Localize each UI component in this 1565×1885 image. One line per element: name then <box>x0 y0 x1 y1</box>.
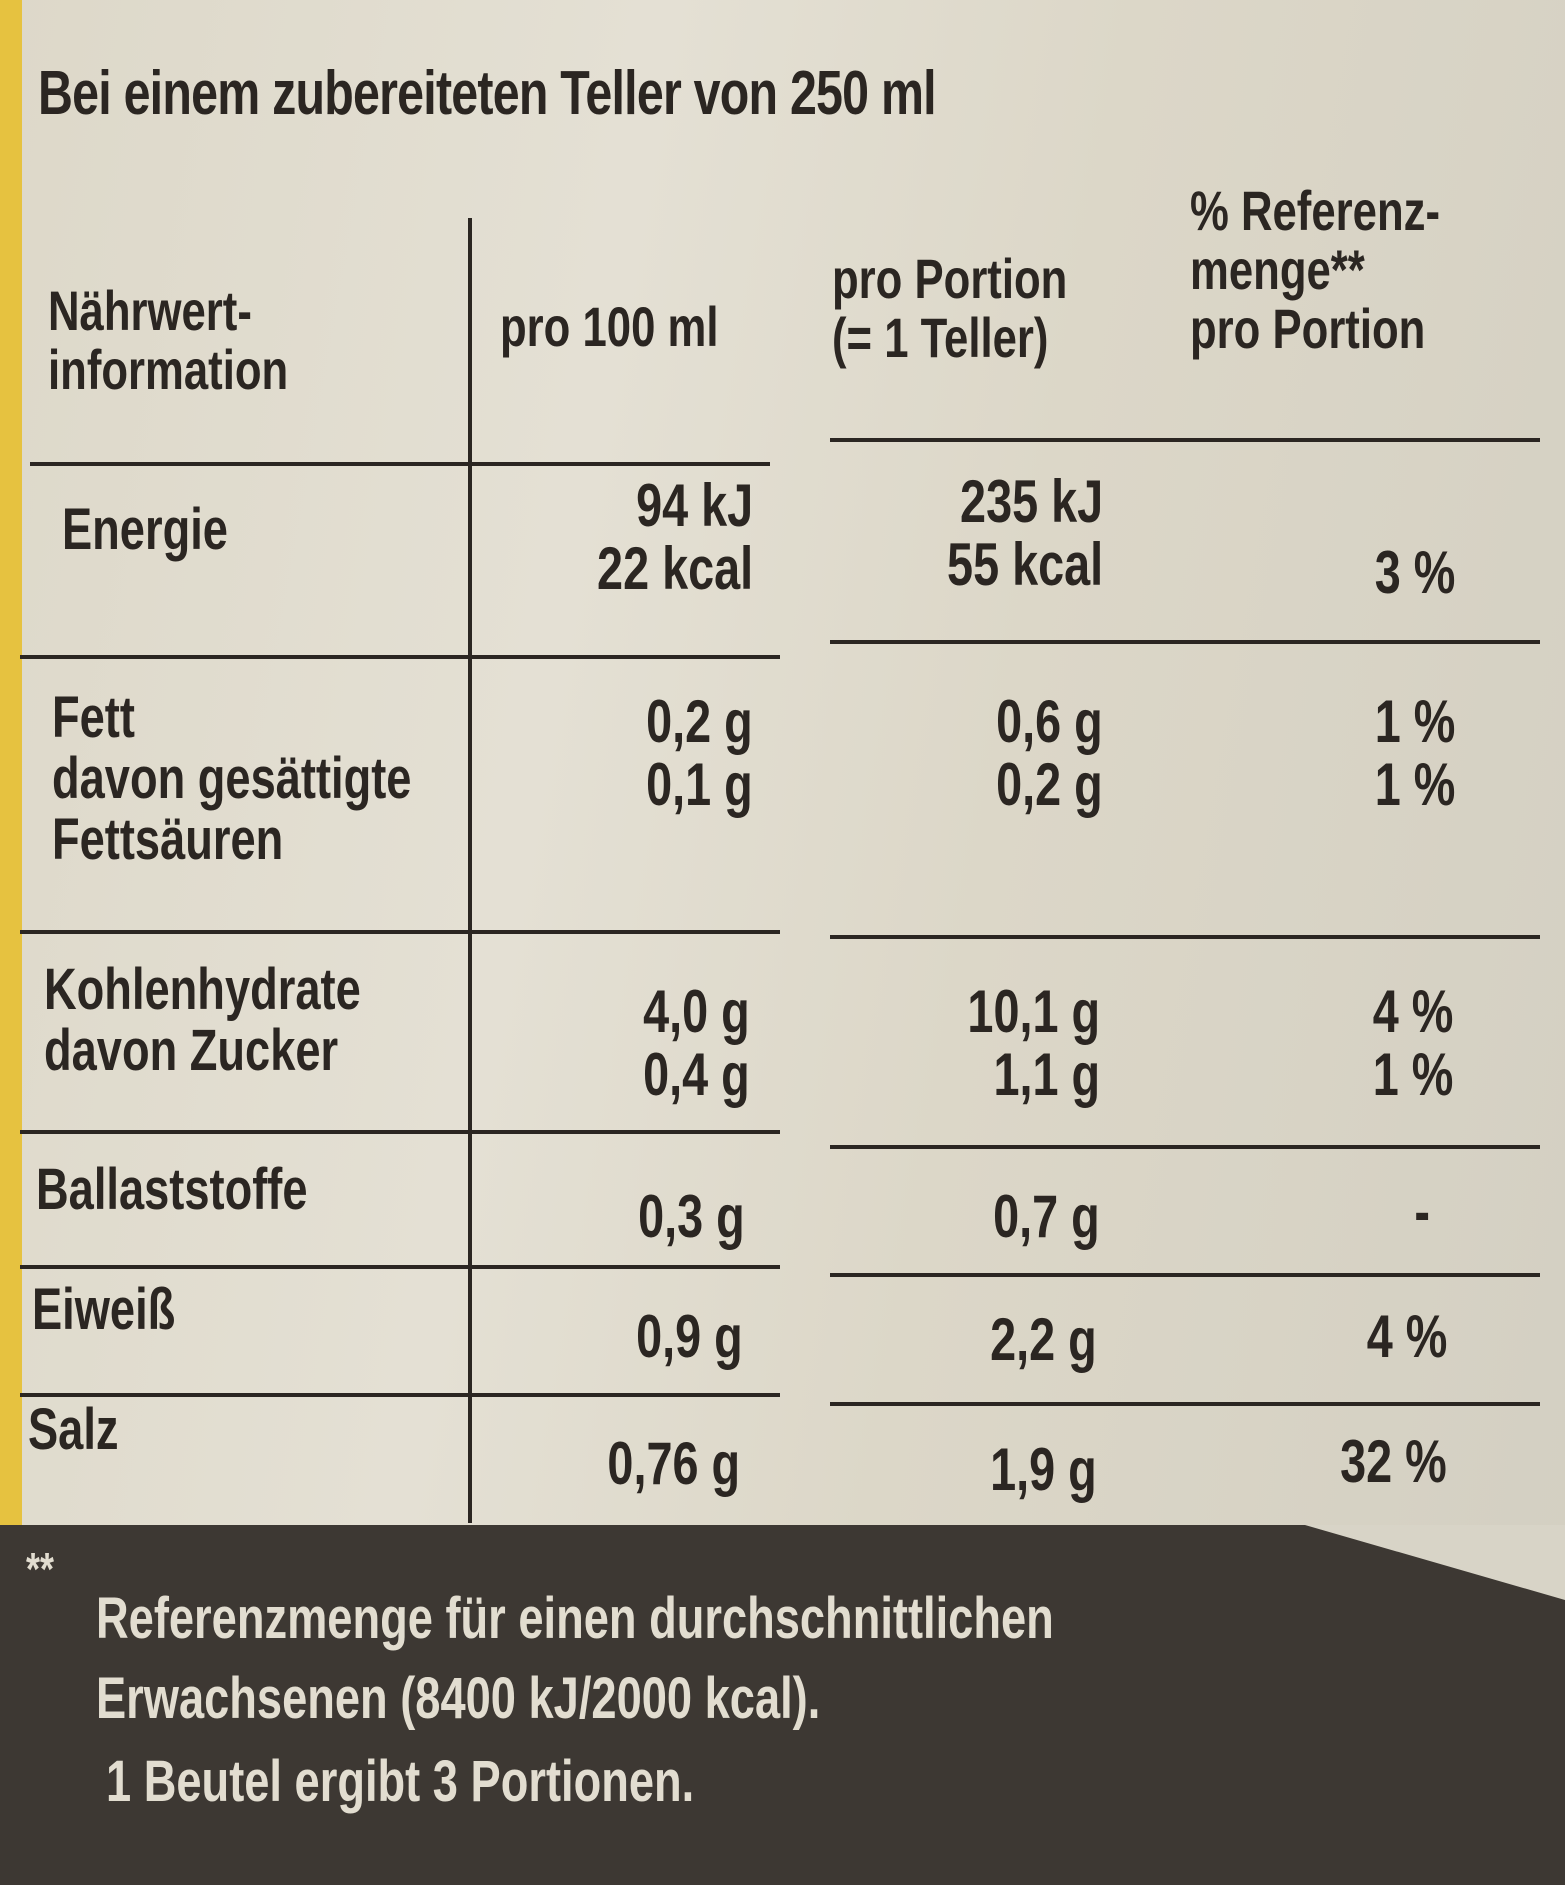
divider-col1 <box>468 218 472 1523</box>
header-per-portion: pro Portion (= 1 Teller) <box>832 247 1068 369</box>
protein-ref: 4 % <box>1366 1303 1447 1370</box>
package-edge <box>0 0 22 1885</box>
fat-ref: 1 % 1 % <box>1374 688 1455 818</box>
label-protein: Eiweiß <box>32 1277 176 1342</box>
footnote-line2: Erwachsenen (8400 kJ/2000 kcal). <box>96 1666 821 1731</box>
serving-title: Bei einem zubereiteten Teller von 250 ml <box>38 59 937 128</box>
protein-per100: 0,9 g <box>636 1303 743 1370</box>
divider-header <box>30 462 770 466</box>
divider-energy <box>20 655 780 659</box>
label-salt: Salz <box>28 1397 119 1462</box>
fiber-portion: 0,7 g <box>993 1183 1100 1250</box>
divider-fiber-right <box>830 1273 1540 1277</box>
carbs-portion: 10,1 g 1,1 g <box>967 978 1100 1108</box>
fat-per100: 0,2 g 0,1 g <box>646 688 753 818</box>
footnote-panel <box>0 1525 1565 1885</box>
label-fiber: Ballaststoffe <box>36 1157 308 1222</box>
label-carbs: Kohlenhydrate davon Zucker <box>44 957 361 1083</box>
footnote-line3: 1 Beutel ergibt 3 Portionen. <box>106 1749 695 1814</box>
divider-carbs-right <box>830 1145 1540 1149</box>
salt-per100: 0,76 g <box>607 1430 740 1497</box>
divider-fiber <box>20 1265 780 1269</box>
footnote-line1: Referenzmenge für einen durchschnittlich… <box>96 1586 1054 1651</box>
salt-portion: 1,9 g <box>990 1436 1097 1503</box>
energy-portion: 235 kJ 55 kcal <box>946 468 1103 598</box>
header-reference-percent: % Referenz- menge** pro Portion <box>1190 179 1441 360</box>
label-energy: Energie <box>62 497 228 562</box>
energy-ref: 3 % <box>1374 539 1455 606</box>
energy-per100: 94 kJ 22 kcal <box>596 472 753 602</box>
divider-protein <box>20 1393 780 1397</box>
header-nutrition-info: Nährwert- information <box>48 279 289 401</box>
fat-portion: 0,6 g 0,2 g <box>996 688 1103 818</box>
divider-protein-right <box>830 1402 1540 1406</box>
carbs-ref: 4 % 1 % <box>1372 978 1453 1108</box>
footnote-notch <box>1305 1525 1565 1600</box>
divider-fat-right <box>830 935 1540 939</box>
fiber-per100: 0,3 g <box>638 1183 745 1250</box>
divider-carbs <box>20 1130 780 1134</box>
protein-portion: 2,2 g <box>990 1306 1097 1373</box>
footnote-marker: ** <box>26 1543 54 1595</box>
fiber-ref: - <box>1414 1178 1430 1245</box>
salt-ref: 32 % <box>1340 1428 1447 1495</box>
divider-energy-right <box>830 640 1540 644</box>
header-per-100ml: pro 100 ml <box>500 295 719 358</box>
label-fat: Fett davon gesättigte Fettsäuren <box>52 685 412 872</box>
divider-header-right <box>830 438 1540 442</box>
divider-fat <box>20 930 780 934</box>
carbs-per100: 4,0 g 0,4 g <box>643 978 750 1108</box>
